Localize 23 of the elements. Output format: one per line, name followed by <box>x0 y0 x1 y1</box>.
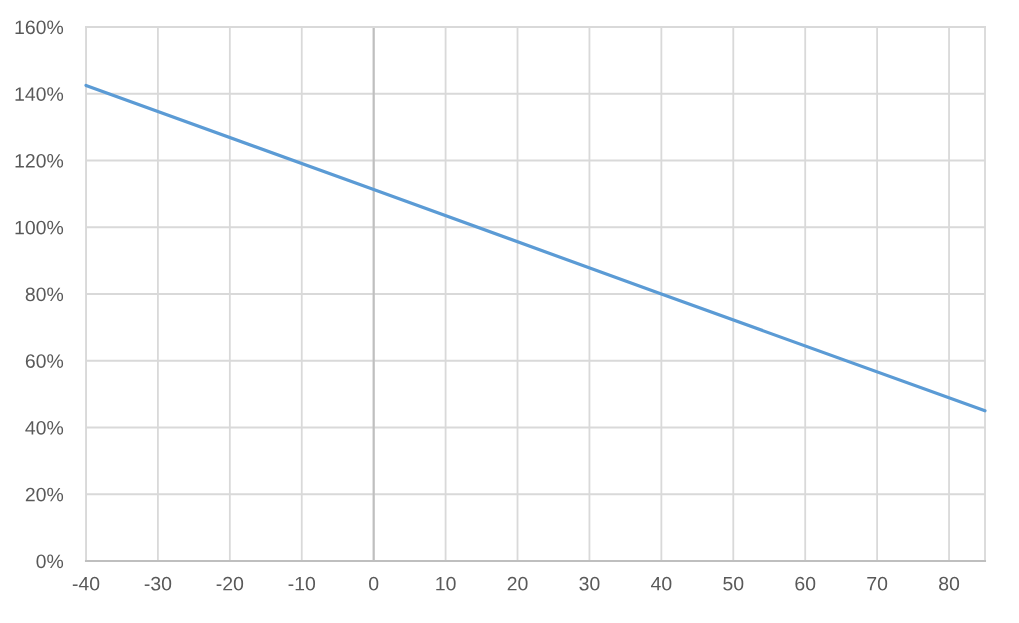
x-tick-label: 10 <box>436 576 456 591</box>
x-tick-label: 60 <box>795 576 816 591</box>
y-tick-label: 0% <box>36 554 64 569</box>
y-tick-label: 20% <box>25 487 64 502</box>
x-tick-label: 80 <box>939 576 960 591</box>
x-tick-label: -10 <box>288 576 316 591</box>
y-tick-label: 60% <box>25 354 64 368</box>
y-tick-label: 80% <box>25 287 64 302</box>
x-tick-label: 50 <box>723 576 744 591</box>
x-tick-label: 20 <box>507 576 528 591</box>
x-tick-label: -40 <box>72 576 100 591</box>
y-tick-label: 120% <box>15 153 64 168</box>
y-tick-label: 40% <box>25 420 64 435</box>
x-tick-label: -20 <box>216 576 244 591</box>
x-tick-label: 30 <box>579 576 600 591</box>
x-tick-label: -30 <box>144 576 172 591</box>
y-tick-label: 100% <box>15 220 64 235</box>
x-tick-label: 0 <box>369 576 379 591</box>
line-series <box>84 83 987 413</box>
x-tick-label: 40 <box>650 576 672 591</box>
y-tick-label: 160% <box>15 20 64 35</box>
x-tick-label: 70 <box>867 576 888 591</box>
y-tick-label: 140% <box>15 87 64 101</box>
